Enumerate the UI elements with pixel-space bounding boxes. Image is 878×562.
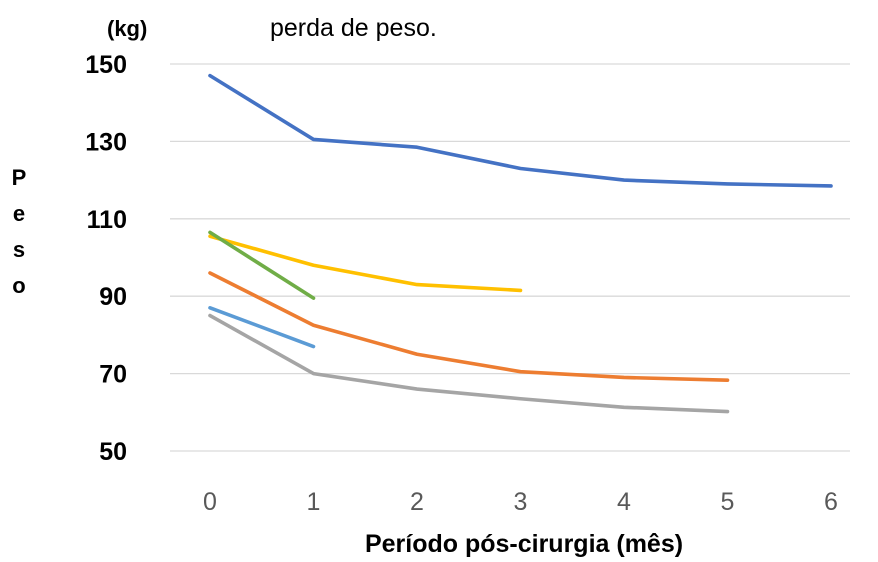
y-tick-label: 150 (85, 51, 127, 79)
y-tick-label: 50 (99, 438, 127, 466)
y-axis-label-letter: o (12, 273, 26, 298)
y-axis-label-letter: P (11, 165, 27, 190)
series-line-3 (208, 230, 316, 300)
series-line-1 (208, 73, 833, 188)
gridlines (170, 63, 850, 452)
x-tick-label: 1 (307, 488, 321, 516)
x-tick-label: 2 (410, 488, 424, 516)
y-tick-label: 130 (85, 128, 127, 156)
y-axis-ticks: 150 130 110 90 70 50 (85, 51, 127, 466)
y-axis-label-letter: e (12, 201, 26, 226)
series-line-5 (208, 306, 316, 349)
y-axis-label-letter: s (12, 237, 26, 262)
chart-title: perda de peso. (270, 14, 437, 42)
y-tick-label: 110 (87, 206, 127, 234)
x-tick-label: 4 (617, 488, 631, 516)
x-tick-label: 3 (514, 488, 528, 516)
y-axis-label: P e s o (9, 160, 29, 304)
x-axis-label: Período pós-cirurgia (mês) (364, 530, 684, 558)
x-tick-label: 5 (721, 488, 735, 516)
y-tick-label: 90 (99, 283, 127, 311)
series-lines (208, 73, 833, 414)
y-tick-label: 70 (99, 361, 127, 389)
y-axis-unit: (kg) (107, 16, 148, 41)
series-line-4 (208, 271, 730, 382)
x-tick-label: 6 (824, 488, 838, 516)
x-axis-ticks: 0 1 2 3 4 5 6 (203, 488, 838, 516)
series-line-6 (208, 313, 730, 414)
series-line-2 (208, 234, 523, 293)
x-tick-label: 0 (203, 488, 217, 516)
